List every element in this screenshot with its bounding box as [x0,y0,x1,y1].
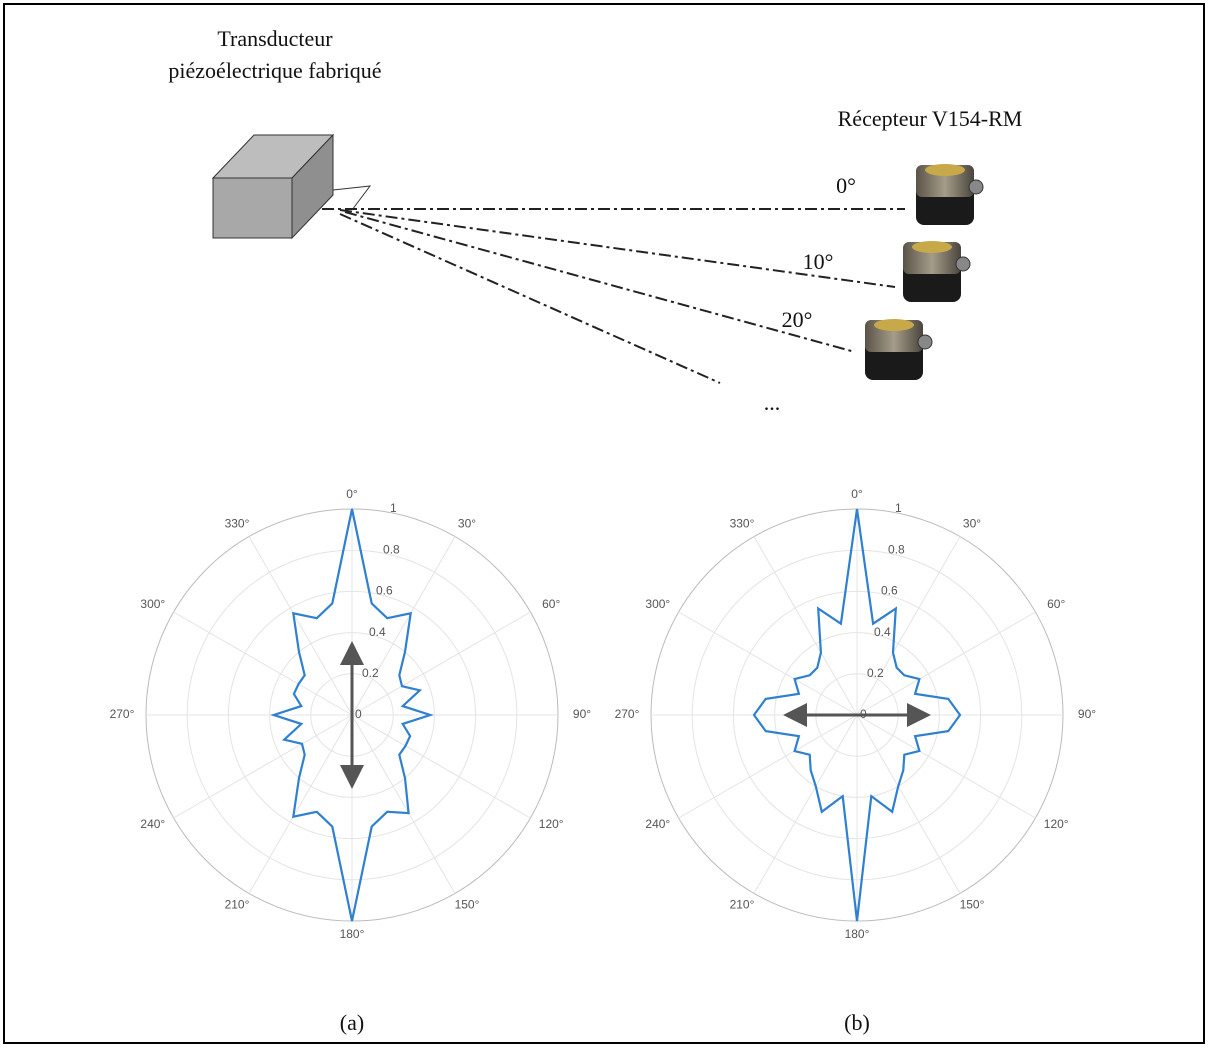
receivers [865,164,984,380]
grid-spoke [678,714,858,819]
theta-tick-label: 0° [851,487,863,501]
theta-tick-label: 150° [455,898,480,912]
theta-tick-label: 270° [110,707,135,721]
grid-spoke [351,714,531,819]
theta-tick-label: 330° [225,517,250,531]
r-tick-label: 0.2 [867,666,884,680]
r-tick-label: 0 [355,707,362,721]
grid-spoke [856,714,1036,819]
r-tick-label: 0.8 [383,542,400,556]
grid-spoke [248,714,353,894]
r-tick-label: 1 [895,501,902,515]
theta-tick-label: 120° [539,817,564,831]
polar-line [752,508,962,922]
angle-label: 10° [803,249,834,274]
theta-tick-label: 60° [1047,597,1065,611]
theta-tick-label: 210° [225,898,250,912]
angle-label: 20° [782,307,813,332]
transducer [211,133,372,240]
r-tick-label: 0.8 [888,542,905,556]
grid-spoke [351,611,531,716]
grid-spoke [173,714,353,819]
r-tick-label: 0.6 [376,584,393,598]
r-tick-label: 0.4 [369,625,386,639]
theta-tick-label: 210° [730,898,755,912]
grid-spoke [173,611,353,716]
r-tick-label: 1 [390,501,397,515]
theta-tick-label: 30° [458,517,476,531]
polar-line [270,508,434,922]
theta-tick-label: 300° [645,597,670,611]
r-tick-label: 0.6 [881,584,898,598]
angle-label: 0° [836,173,856,198]
grid-spoke [248,536,353,716]
theta-tick-label: 30° [963,517,981,531]
theta-tick-label: 60° [542,597,560,611]
theta-tick-label: 0° [346,487,358,501]
grid-spoke [351,536,456,716]
r-tick-label: 0.4 [874,625,891,639]
theta-tick-label: 270° [615,707,640,721]
theta-tick-label: 240° [645,817,670,831]
receiver-label: Récepteur V154-RM [838,106,1023,131]
transducer-label: piézoélectrique fabriqué [168,58,381,83]
theta-tick-label: 150° [960,898,985,912]
grid-spoke [856,536,961,716]
caption: (a) [340,1010,364,1035]
ellipsis: ... [764,390,781,415]
frame [3,3,1205,1044]
grid-spoke [753,536,858,716]
theta-tick-label: 300° [140,597,165,611]
caption: (b) [844,1010,870,1035]
beam-lines [322,208,905,384]
grid-spoke [351,714,456,894]
r-tick-label: 0.2 [362,666,379,680]
theta-tick-label: 120° [1044,817,1069,831]
grid-spoke [856,611,1036,716]
theta-tick-label: 240° [140,817,165,831]
theta-tick-label: 90° [573,707,591,721]
theta-tick-label: 180° [845,927,870,941]
theta-tick-label: 180° [340,927,365,941]
theta-tick-label: 90° [1078,707,1096,721]
grid-spoke [856,714,961,894]
transducer-label: Transducteur [217,26,333,51]
theta-tick-label: 330° [730,517,755,531]
grid-spoke [753,714,858,894]
grid-spoke [678,611,858,716]
